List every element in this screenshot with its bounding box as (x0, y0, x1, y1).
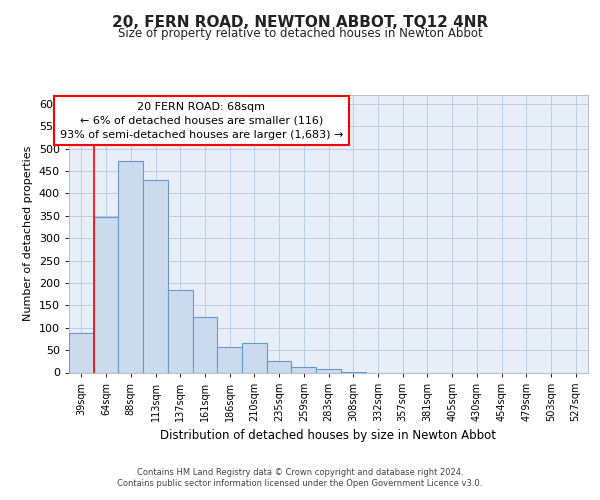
Text: 20, FERN ROAD, NEWTON ABBOT, TQ12 4NR: 20, FERN ROAD, NEWTON ABBOT, TQ12 4NR (112, 15, 488, 30)
Bar (143, 180, 168, 372)
Bar (94, 216, 118, 372)
Text: 20 FERN ROAD: 68sqm
← 6% of detached houses are smaller (116)
93% of semi-detach: 20 FERN ROAD: 68sqm ← 6% of detached hou… (59, 102, 343, 140)
Text: Contains HM Land Registry data © Crown copyright and database right 2024.
Contai: Contains HM Land Registry data © Crown c… (118, 468, 482, 487)
Bar (292, 367, 316, 372)
Bar (168, 290, 193, 372)
X-axis label: Distribution of detached houses by size in Newton Abbot: Distribution of detached houses by size … (161, 430, 497, 442)
Bar (242, 342, 267, 372)
Text: Size of property relative to detached houses in Newton Abbot: Size of property relative to detached ho… (118, 28, 482, 40)
Bar (267, 362, 292, 372)
Bar (118, 161, 143, 372)
Bar (69, 333, 94, 372)
Y-axis label: Number of detached properties: Number of detached properties (23, 146, 33, 322)
Bar (193, 318, 217, 372)
Bar (316, 369, 341, 372)
Bar (217, 347, 242, 372)
